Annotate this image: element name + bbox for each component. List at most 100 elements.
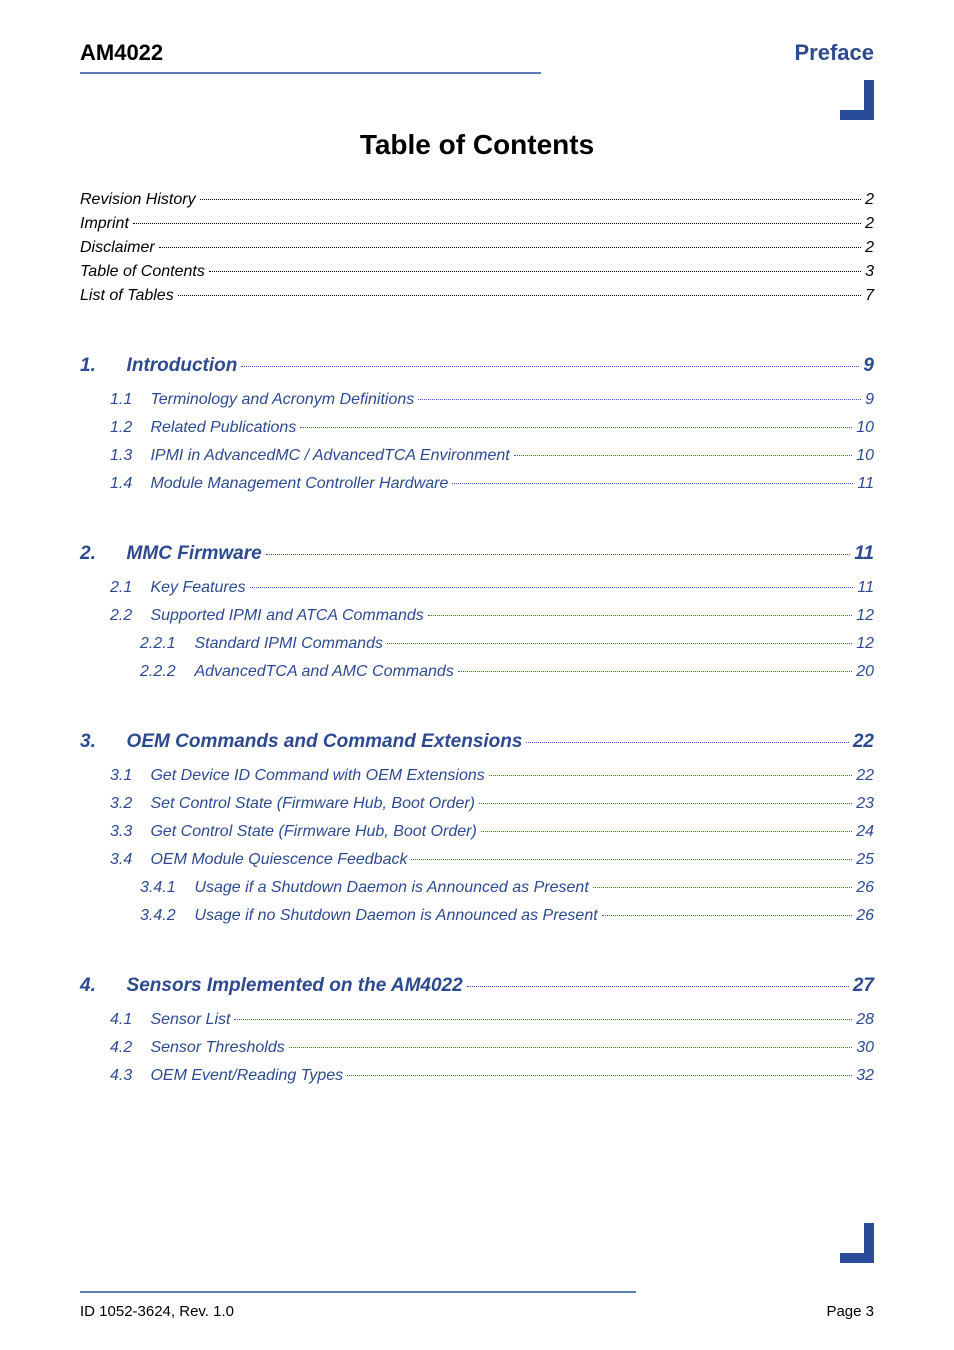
- header-divider: [80, 72, 541, 74]
- toc-entry[interactable]: 2. MMC Firmware 11: [80, 543, 874, 565]
- toc-leader-dots: [418, 399, 861, 400]
- toc-label[interactable]: 3.4.2 Usage if no Shutdown Daemon is Ann…: [140, 907, 598, 925]
- toc-label[interactable]: List of Tables: [80, 287, 174, 305]
- toc-leader-dots: [209, 271, 861, 272]
- toc-label[interactable]: 1.2 Related Publications: [110, 419, 296, 437]
- toc-label[interactable]: 1.4 Module Management Controller Hardwar…: [110, 475, 448, 493]
- toc-page-number[interactable]: 22: [856, 767, 874, 785]
- toc-entry[interactable]: 2.2.2 AdvancedTCA and AMC Commands 20: [140, 663, 874, 681]
- toc-leader-dots: [178, 295, 861, 296]
- toc-leader-dots: [266, 554, 851, 555]
- toc-leader-dots: [347, 1075, 852, 1076]
- toc-label[interactable]: 4.3 OEM Event/Reading Types: [110, 1067, 343, 1085]
- toc-entry[interactable]: 2.1 Key Features 11: [110, 579, 874, 597]
- toc-entry[interactable]: Imprint 2: [80, 215, 874, 233]
- toc-leader-dots: [514, 455, 852, 456]
- toc-leader-dots: [234, 1019, 852, 1020]
- toc-page-number[interactable]: 11: [854, 543, 874, 565]
- toc-entry[interactable]: 4.1 Sensor List 28: [110, 1011, 874, 1029]
- toc-label[interactable]: 3.4.1 Usage if a Shutdown Daemon is Anno…: [140, 879, 589, 897]
- toc-page-number[interactable]: 20: [856, 663, 874, 681]
- toc-page-number[interactable]: 7: [865, 287, 874, 305]
- toc-page-number[interactable]: 23: [856, 795, 874, 813]
- toc-entry[interactable]: 4.2 Sensor Thresholds 30: [110, 1039, 874, 1057]
- toc-entry[interactable]: 1.3 IPMI in AdvancedMC / AdvancedTCA Env…: [110, 447, 874, 465]
- toc-entry[interactable]: 1. Introduction 9: [80, 355, 874, 377]
- toc-label[interactable]: 3.4 OEM Module Quiescence Feedback: [110, 851, 407, 869]
- toc-entry[interactable]: 3.4.2 Usage if no Shutdown Daemon is Ann…: [140, 907, 874, 925]
- toc-entry[interactable]: 3.4.1 Usage if a Shutdown Daemon is Anno…: [140, 879, 874, 897]
- toc-page-number[interactable]: 22: [853, 731, 874, 753]
- toc-entry[interactable]: 1.4 Module Management Controller Hardwar…: [110, 475, 874, 493]
- toc-label[interactable]: 1. Introduction: [80, 355, 237, 377]
- toc-label[interactable]: 2. MMC Firmware: [80, 543, 262, 565]
- toc-entry[interactable]: 1.1 Terminology and Acronym Definitions …: [110, 391, 874, 409]
- toc-page-number[interactable]: 28: [856, 1011, 874, 1029]
- toc-page-number[interactable]: 2: [865, 215, 874, 233]
- toc-entry[interactable]: Table of Contents 3: [80, 263, 874, 281]
- toc-page-number[interactable]: 25: [856, 851, 874, 869]
- toc-leader-dots: [602, 915, 853, 916]
- corner-mark-top: [840, 80, 874, 120]
- toc-entry[interactable]: Revision History 2: [80, 191, 874, 209]
- toc-label[interactable]: 2.2.2 AdvancedTCA and AMC Commands: [140, 663, 454, 681]
- toc-entry[interactable]: Disclaimer 2: [80, 239, 874, 257]
- toc-page-number[interactable]: 9: [865, 391, 874, 409]
- toc-label[interactable]: 4. Sensors Implemented on the AM4022: [80, 975, 463, 997]
- toc-front-matter: Revision History 2Imprint 2Disclaimer 2T…: [80, 191, 874, 305]
- toc-page-number[interactable]: 27: [853, 975, 874, 997]
- toc-entry[interactable]: 4. Sensors Implemented on the AM4022 27: [80, 975, 874, 997]
- toc-entry[interactable]: 4.3 OEM Event/Reading Types 32: [110, 1067, 874, 1085]
- toc-page-number[interactable]: 26: [856, 907, 874, 925]
- toc-label[interactable]: 1.3 IPMI in AdvancedMC / AdvancedTCA Env…: [110, 447, 510, 465]
- toc-page-number[interactable]: 24: [856, 823, 874, 841]
- toc-label[interactable]: 3. OEM Commands and Command Extensions: [80, 731, 522, 753]
- toc-label[interactable]: 4.2 Sensor Thresholds: [110, 1039, 285, 1057]
- toc-page-number[interactable]: 12: [856, 635, 874, 653]
- toc-page-number[interactable]: 10: [856, 447, 874, 465]
- toc-label[interactable]: Disclaimer: [80, 239, 155, 257]
- toc-entry[interactable]: List of Tables 7: [80, 287, 874, 305]
- toc-label[interactable]: 3.2 Set Control State (Firmware Hub, Boo…: [110, 795, 475, 813]
- toc-page-number[interactable]: 12: [856, 607, 874, 625]
- toc-entry[interactable]: 3. OEM Commands and Command Extensions 2…: [80, 731, 874, 753]
- toc-entry[interactable]: 3.3 Get Control State (Firmware Hub, Boo…: [110, 823, 874, 841]
- toc-entry[interactable]: 3.1 Get Device ID Command with OEM Exten…: [110, 767, 874, 785]
- toc-page-number[interactable]: 11: [857, 579, 874, 597]
- toc-page-number[interactable]: 2: [865, 239, 874, 257]
- header-model: AM4022: [80, 40, 163, 66]
- toc-label[interactable]: 2.2 Supported IPMI and ATCA Commands: [110, 607, 424, 625]
- toc-page-number[interactable]: 30: [856, 1039, 874, 1057]
- toc-leader-dots: [300, 427, 852, 428]
- toc-page-number[interactable]: 26: [856, 879, 874, 897]
- toc-page-number[interactable]: 2: [865, 191, 874, 209]
- toc-page-number[interactable]: 10: [856, 419, 874, 437]
- toc-label[interactable]: 3.1 Get Device ID Command with OEM Exten…: [110, 767, 485, 785]
- toc-page-number[interactable]: 3: [865, 263, 874, 281]
- toc-label[interactable]: 4.1 Sensor List: [110, 1011, 230, 1029]
- table-of-contents: Revision History 2Imprint 2Disclaimer 2T…: [80, 191, 874, 1085]
- toc-leader-dots: [411, 859, 852, 860]
- header-section: Preface: [794, 40, 874, 66]
- toc-section: 4. Sensors Implemented on the AM4022 274…: [80, 975, 874, 1085]
- toc-label[interactable]: 1.1 Terminology and Acronym Definitions: [110, 391, 414, 409]
- toc-entry[interactable]: 3.4 OEM Module Quiescence Feedback 25: [110, 851, 874, 869]
- toc-label[interactable]: Imprint: [80, 215, 129, 233]
- toc-label[interactable]: 2.2.1 Standard IPMI Commands: [140, 635, 383, 653]
- toc-label[interactable]: Table of Contents: [80, 263, 205, 281]
- toc-entry[interactable]: 3.2 Set Control State (Firmware Hub, Boo…: [110, 795, 874, 813]
- toc-page-number[interactable]: 32: [856, 1067, 874, 1085]
- page-title: Table of Contents: [80, 129, 874, 161]
- toc-page-number[interactable]: 9: [863, 355, 874, 377]
- toc-entry[interactable]: 1.2 Related Publications 10: [110, 419, 874, 437]
- toc-section: 3. OEM Commands and Command Extensions 2…: [80, 731, 874, 925]
- toc-label[interactable]: 2.1 Key Features: [110, 579, 246, 597]
- footer-divider: [80, 1291, 636, 1293]
- toc-entry[interactable]: 2.2 Supported IPMI and ATCA Commands 12: [110, 607, 874, 625]
- toc-section: 2. MMC Firmware 112.1 Key Features 112.2…: [80, 543, 874, 681]
- toc-leader-dots: [241, 366, 859, 367]
- toc-label[interactable]: Revision History: [80, 191, 196, 209]
- toc-page-number[interactable]: 11: [857, 475, 874, 493]
- toc-label[interactable]: 3.3 Get Control State (Firmware Hub, Boo…: [110, 823, 477, 841]
- toc-entry[interactable]: 2.2.1 Standard IPMI Commands 12: [140, 635, 874, 653]
